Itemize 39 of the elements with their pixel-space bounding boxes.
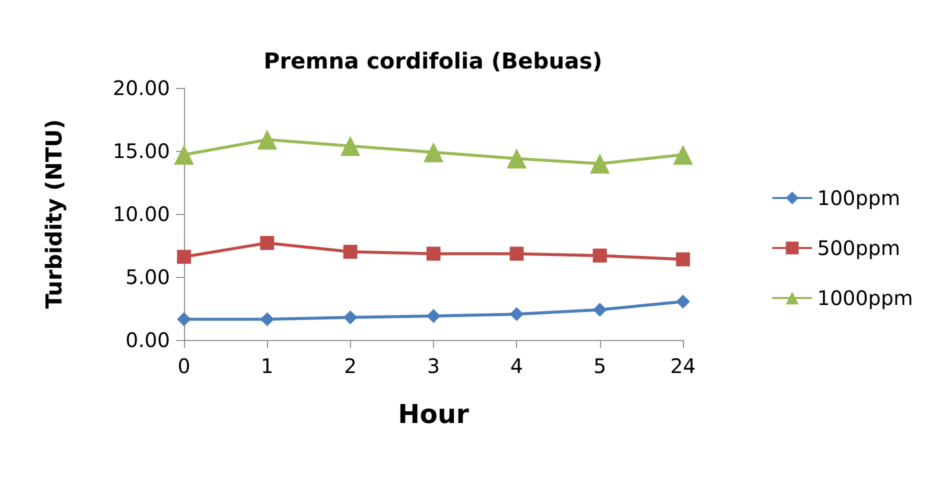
y-tick-label: 15.00 [112, 139, 170, 163]
point [590, 154, 610, 174]
x-tick-label: 1 [260, 354, 274, 378]
x-tick-label: 0 [178, 354, 190, 378]
point [424, 142, 444, 162]
x-tick-label: 24 [670, 354, 696, 378]
point [676, 252, 690, 266]
point [174, 144, 194, 165]
point [592, 248, 607, 263]
point [510, 246, 524, 261]
point [343, 310, 358, 324]
legend-label: 1000ppm [817, 286, 914, 310]
point [177, 250, 191, 264]
legend-label: 100ppm [817, 186, 900, 210]
point [426, 246, 440, 261]
x-axis-title: Hour [398, 400, 470, 430]
x-tick-label: 2 [344, 354, 357, 378]
y-tick-label: 5.00 [125, 265, 170, 289]
y-axis-title: Turbidity (NTU) [42, 119, 68, 309]
point [592, 302, 607, 317]
point [673, 144, 693, 165]
point [260, 312, 274, 326]
point [676, 294, 690, 309]
chart-title: Premna cordifolia (Bebuas) [264, 50, 602, 74]
x-tick-label: 4 [510, 354, 524, 378]
point [257, 130, 278, 150]
x-tick-label: 3 [427, 354, 440, 378]
legend-label: 500ppm [817, 236, 900, 260]
point [510, 307, 524, 322]
point [340, 136, 360, 156]
x-tick-label: 5 [593, 354, 606, 378]
point [426, 309, 440, 324]
point [506, 148, 527, 169]
y-tick-label: 20.00 [112, 76, 170, 100]
point [343, 244, 358, 259]
point [177, 312, 191, 326]
y-tick-label: 0.00 [125, 328, 170, 352]
y-tick-label: 10.00 [112, 202, 170, 226]
point [260, 236, 274, 250]
